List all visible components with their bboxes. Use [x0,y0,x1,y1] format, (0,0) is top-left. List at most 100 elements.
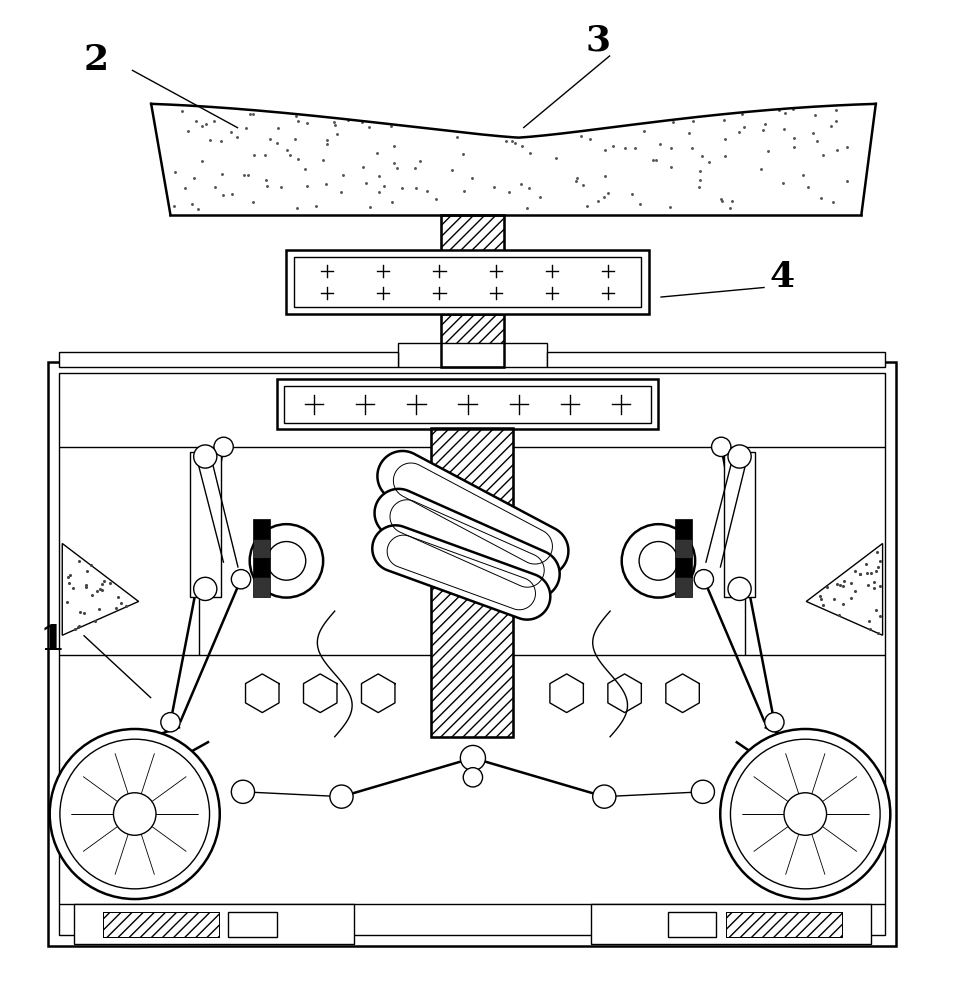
Point [103,575,118,591]
Point [299,115,315,131]
Point [815,147,830,163]
Point [318,176,333,192]
Circle shape [711,437,731,457]
Circle shape [161,713,180,732]
Point [828,113,843,129]
Point [600,185,615,201]
Point [361,119,377,135]
Point [356,159,371,175]
Point [340,112,356,128]
Circle shape [232,570,251,589]
Point [354,114,369,130]
Point [717,131,733,147]
Point [827,591,842,607]
Bar [253,519,270,539]
Point [863,565,879,581]
Point [597,142,612,158]
Point [522,145,538,161]
Circle shape [694,570,713,589]
Circle shape [267,542,306,580]
Point [59,594,75,610]
Point [269,120,285,136]
Point [184,196,200,212]
Point [290,200,305,216]
Point [514,176,529,192]
Point [800,179,816,195]
Circle shape [593,785,616,808]
Point [71,618,86,634]
Point [685,113,701,129]
Point [188,113,203,129]
Point [771,102,787,118]
Point [245,106,261,122]
Point [110,589,126,605]
Bar [431,428,514,737]
Point [167,198,182,214]
Bar [726,912,842,937]
Point [394,180,410,196]
Point [547,150,563,166]
Bar [674,519,692,539]
Point [87,613,103,629]
Bar [190,452,221,597]
Circle shape [622,524,695,598]
Bar [397,343,547,367]
Bar [674,539,692,558]
Point [761,143,776,159]
Point [755,122,770,138]
Point [568,173,583,189]
Point [868,563,884,579]
Point [94,582,109,598]
Point [695,148,710,164]
Point [94,576,109,592]
Circle shape [60,739,209,889]
Point [359,175,374,191]
Point [734,106,749,122]
Point [814,190,829,206]
Circle shape [728,577,751,600]
Bar [229,912,277,937]
Point [814,591,829,607]
Point [78,579,93,595]
Polygon shape [372,525,550,620]
Point [787,139,802,155]
Point [628,140,643,156]
Point [315,152,330,168]
Bar [674,577,692,597]
Point [870,559,886,575]
Point [597,189,612,205]
Point [203,132,218,148]
Point [693,172,708,188]
Point [61,575,77,591]
Bar [103,912,219,937]
Point [860,577,876,593]
Point [652,136,668,152]
Point [582,131,598,147]
Point [386,138,401,154]
Point [118,598,134,614]
Point [215,187,231,203]
Point [685,140,701,156]
Point [257,147,272,163]
Point [835,596,851,612]
Circle shape [691,780,714,803]
Point [420,183,435,199]
Point [624,186,640,202]
Circle shape [731,739,880,889]
Point [812,588,828,604]
Point [724,193,739,209]
Point [632,196,647,212]
Point [866,574,882,590]
Point [465,170,481,186]
Bar [253,577,270,597]
Point [372,168,388,184]
Point [868,602,884,618]
Point [717,148,733,164]
Point [702,154,717,170]
Circle shape [463,768,483,787]
Bar [547,352,885,367]
Point [574,128,589,144]
Polygon shape [151,104,876,215]
Point [62,567,78,583]
Point [777,105,793,121]
